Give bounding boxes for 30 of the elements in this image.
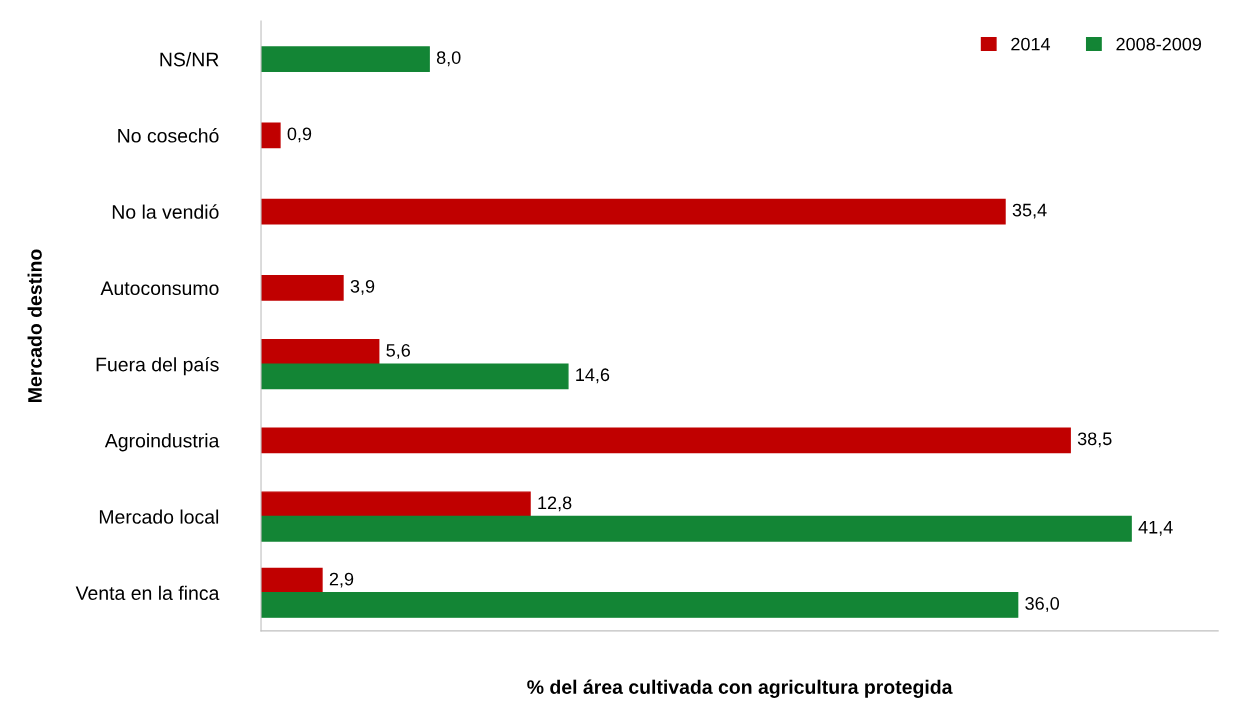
legend-label: 2008-2009: [1116, 37, 1202, 51]
bar: [261, 515, 1132, 542]
y-tick-label: Agroindustria: [104, 433, 220, 452]
data-label: 14,6: [576, 368, 610, 384]
data-label: 41,4: [1138, 520, 1173, 536]
data-label: 5,6: [386, 343, 410, 359]
data-label: 36,0: [1025, 597, 1060, 612]
data-label: 35,4: [1012, 203, 1047, 219]
bar: [261, 592, 1019, 618]
bar: [261, 122, 281, 149]
data-label: 2,9: [329, 572, 354, 588]
data-label: 12,8: [538, 496, 572, 512]
data-label: 0,9: [287, 127, 312, 143]
bar: [261, 363, 569, 390]
y-tick-label: Autoconsumo: [100, 281, 219, 296]
bar: [261, 274, 344, 301]
y-tick-label: NS/NR: [160, 52, 219, 67]
data-label: 8,0: [436, 51, 461, 67]
legend-label: 2014: [1011, 37, 1051, 51]
y-tick-label: No cosechó: [118, 128, 219, 143]
data-label: 3,9: [350, 279, 375, 295]
y-tick-label: Mercado local: [99, 509, 219, 524]
y-axis-title: Mercado destino: [27, 249, 42, 402]
bar: [261, 427, 1071, 454]
y-tick-label: Venta en la finca: [75, 585, 220, 601]
y-tick-label: No la vendió: [112, 204, 219, 219]
data-label: 38,5: [1077, 432, 1112, 448]
x-axis-title: % del área cultivada con agricultura protegida: [527, 679, 953, 698]
y-tick-label: Fuera del país: [96, 356, 219, 376]
bar: [261, 198, 1006, 225]
